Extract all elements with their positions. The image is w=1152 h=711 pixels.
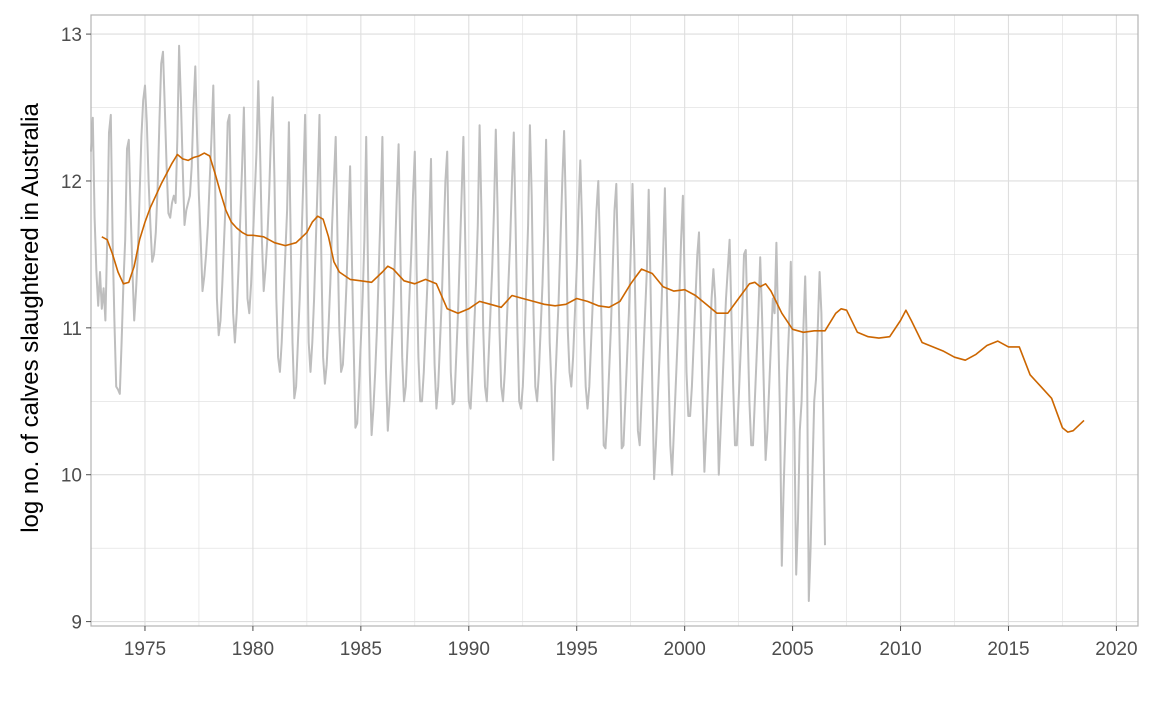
- y-tick-label: 11: [62, 319, 82, 340]
- x-tick-label: 1995: [556, 639, 598, 660]
- x-tick-label: 1975: [124, 639, 166, 660]
- raw-series-layer: [90, 44, 826, 602]
- y-axis-title: log no. of calves slaughtered in Austral…: [17, 103, 44, 533]
- y-tick-label: 9: [71, 613, 82, 634]
- trend-series-line: [101, 152, 1085, 433]
- plot-panel-border: [90, 14, 1139, 627]
- x-tick-label: 2010: [879, 639, 921, 660]
- grid-lines: [91, 15, 1138, 626]
- y-tick-label: 13: [61, 25, 82, 46]
- raw-series-line: [90, 44, 826, 602]
- x-tick-label: 2020: [1095, 639, 1137, 660]
- y-tick-label: 12: [61, 172, 82, 193]
- y-tick-label: 10: [61, 466, 82, 487]
- x-tick-label: 1985: [340, 639, 382, 660]
- x-tick-label: 2000: [664, 639, 706, 660]
- y-axis: 9 10 11 12 13: [61, 25, 91, 634]
- x-tick-label: 1980: [232, 639, 274, 660]
- trend-series-layer: [101, 152, 1085, 433]
- x-tick-label: 1990: [448, 639, 490, 660]
- x-tick-label: 2005: [771, 639, 813, 660]
- x-tick-label: 2015: [987, 639, 1029, 660]
- x-axis: 1975 1980 1985 1990 1995 2000 2005 2010 2015 2020: [124, 626, 1138, 660]
